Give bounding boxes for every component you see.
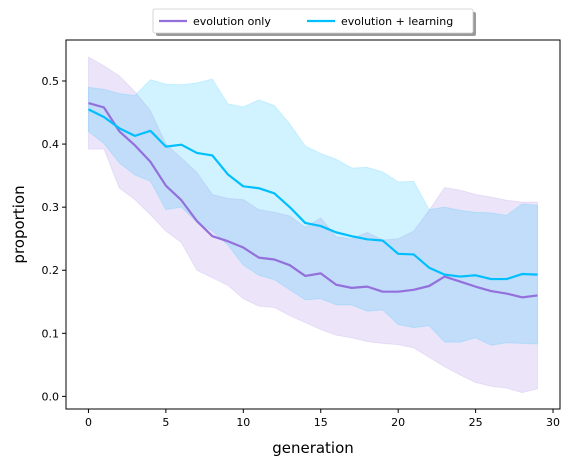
legend-label-evolution-only: evolution only [193,15,271,28]
y-tick-label: 0.5 [42,75,60,88]
x-tick-label: 10 [236,416,250,429]
y-tick-label: 0.4 [42,138,60,151]
y-tick-label: 0.1 [42,327,60,340]
y-tick-label: 0.3 [42,201,60,214]
y-axis-ticks: 0.0 0.1 0.2 0.3 0.4 0.5 [42,75,66,403]
y-tick-label: 0.2 [42,264,60,277]
line-evolution-learning [87,108,538,281]
band-evolution-learning [87,78,539,346]
x-tick-label: 15 [314,416,328,429]
legend-label-evolution-learning: evolution + learning [341,15,453,28]
legend: evolution only evolution + learning [152,8,476,36]
x-tick-label: 0 [85,416,92,429]
series-lines [87,102,538,299]
x-tick-label: 5 [162,416,169,429]
x-axis-ticks: 0 5 10 15 20 25 30 [85,409,560,429]
plot-frame [65,39,561,410]
x-tick-label: 25 [469,416,483,429]
line-evolution-only [88,102,538,299]
x-tick-label: 30 [546,416,560,429]
y-axis-label: proportion [10,185,28,263]
x-tick-label: 20 [391,416,405,429]
x-axis-label: generation [272,439,354,457]
y-tick-label: 0.0 [42,390,60,403]
